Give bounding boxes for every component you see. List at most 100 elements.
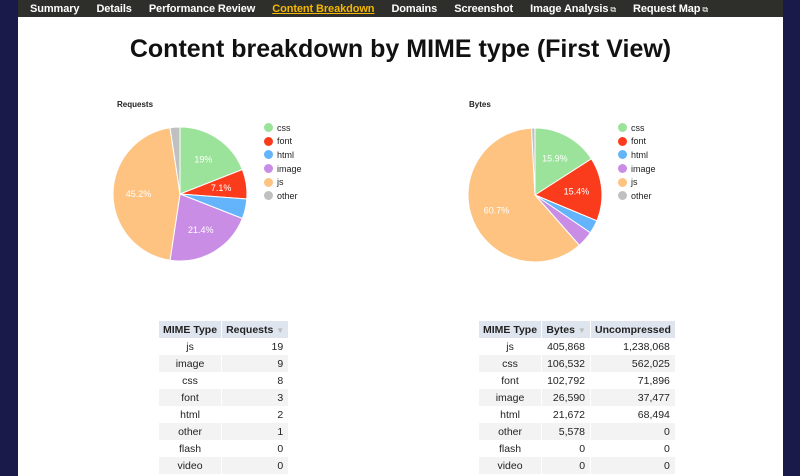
pie-slice-label: 19% xyxy=(194,155,212,165)
cell-mime-type: font xyxy=(477,372,542,389)
nav-tab-summary[interactable]: Summary xyxy=(30,3,80,15)
legend-label: js xyxy=(277,177,284,188)
legend-swatch-icon xyxy=(264,136,273,146)
nav-tab-content-breakdown[interactable]: Content Breakdown xyxy=(272,3,374,15)
nav-tab-label: Screenshot xyxy=(454,2,514,15)
cell-mime-type: html xyxy=(477,406,542,423)
table-row: js 19 xyxy=(157,338,289,355)
legend-item-js[interactable]: js xyxy=(264,175,302,189)
pie-slice-css[interactable] xyxy=(534,127,593,196)
legend-item-css[interactable]: css xyxy=(264,121,302,135)
cell-value: 0 xyxy=(541,457,591,474)
pie-slice-label: 15.9% xyxy=(542,154,568,164)
cell-mime-type: other xyxy=(157,423,222,440)
pie-slice-label: 15.4% xyxy=(564,186,590,196)
legend-label: html xyxy=(277,149,295,160)
cell-value: 0 xyxy=(590,457,675,474)
pie-slice-label: 21.4% xyxy=(188,225,214,235)
legend-item-js[interactable]: js xyxy=(618,175,656,189)
cell-mime-type: font xyxy=(157,389,222,406)
cell-value: 19 xyxy=(221,338,289,355)
cell-value: 8 xyxy=(221,372,289,389)
pie-slice-label: 60.7% xyxy=(484,206,510,216)
bytes-table: MIME Type Bytes ▼ Uncompressed js 405,868… xyxy=(477,321,675,474)
legend-item-image[interactable]: image xyxy=(264,162,302,176)
requests-chart-title: Requests xyxy=(117,100,154,109)
cell-value: 0 xyxy=(590,440,675,457)
legend-label: font xyxy=(277,136,293,147)
bytes-legend: css font html image js other xyxy=(618,121,656,203)
pie-slice-label: 45.2% xyxy=(126,189,152,199)
pie-slice-css[interactable] xyxy=(179,126,244,195)
pie-slice-font[interactable] xyxy=(533,158,603,222)
table-row: css 106,532 562,025 xyxy=(477,355,675,372)
col-header-uncompressed[interactable]: Uncompressed xyxy=(590,321,675,338)
legend-label: image xyxy=(631,163,656,174)
nav-tab-screenshot[interactable]: Screenshot xyxy=(454,3,513,15)
page-title: Content breakdown by MIME type (First Vi… xyxy=(129,35,672,63)
nav-tab-performance-review[interactable]: Performance Review xyxy=(149,3,256,15)
legend-label: other xyxy=(631,190,652,201)
pie-slice-js[interactable] xyxy=(112,127,181,261)
pie-slice-other[interactable] xyxy=(530,127,536,196)
legend-item-css[interactable]: css xyxy=(618,121,656,135)
col-header-bytes-label: Bytes xyxy=(546,323,575,336)
table-row: other 5,578 0 xyxy=(477,423,675,440)
cell-value: 0 xyxy=(221,440,289,457)
cell-value: 71,896 xyxy=(590,372,675,389)
legend-swatch-icon xyxy=(618,150,627,160)
nav-tab-request-map[interactable]: Request Map ⧉ xyxy=(633,3,708,15)
col-header-requests[interactable]: Requests ▼ xyxy=(221,321,289,338)
pie-slice-image[interactable] xyxy=(169,193,244,262)
nav-tab-details[interactable]: Details xyxy=(96,3,131,15)
col-header-bytes[interactable]: Bytes ▼ xyxy=(541,321,591,338)
cell-value: 1 xyxy=(221,423,289,440)
legend-item-html[interactable]: html xyxy=(618,148,656,162)
pie-slice-js[interactable] xyxy=(467,127,581,263)
requests-legend: css font html image js other xyxy=(264,121,302,203)
legend-label: html xyxy=(631,149,649,160)
table-row: css 8 xyxy=(157,372,289,389)
col-header-mime-type[interactable]: MIME Type xyxy=(157,321,222,338)
col-header-mime-type[interactable]: MIME Type xyxy=(477,321,542,338)
nav-tab-domains[interactable]: Domains xyxy=(391,3,437,15)
cell-value: 37,477 xyxy=(590,389,675,406)
nav-tab-image-analysis[interactable]: Image Analysis ⧉ xyxy=(530,3,616,15)
table-row: flash 0 0 xyxy=(477,440,675,457)
page-content: Summary Details Performance Review Content … xyxy=(18,0,783,476)
bytes-pie-chart: 15.9% 15.4% 60.7% xyxy=(467,127,603,263)
cell-mime-type: html xyxy=(157,406,222,423)
top-nav: Summary Details Performance Review Content … xyxy=(18,0,783,17)
legend-swatch-icon xyxy=(264,191,273,201)
legend-item-image[interactable]: image xyxy=(618,162,656,176)
nav-tab-label: Content Breakdown xyxy=(272,2,375,15)
table-row: other 1 xyxy=(157,423,289,440)
pie-slice-label: 7.1% xyxy=(211,183,232,193)
nav-tab-label: Domains xyxy=(391,2,438,15)
requests-pie-chart: 19% 7.1% 21.4% 45.2% xyxy=(112,126,248,262)
legend-swatch-icon xyxy=(618,136,627,146)
legend-item-other[interactable]: other xyxy=(264,189,302,203)
cell-value: 9 xyxy=(221,355,289,372)
col-header-requests-label: Requests xyxy=(226,323,274,336)
cell-mime-type: flash xyxy=(477,440,542,457)
table-row: video 0 0 xyxy=(477,457,675,474)
table-row: font 3 xyxy=(157,389,289,406)
pie-slice-other[interactable] xyxy=(169,126,181,195)
legend-item-font[interactable]: font xyxy=(618,135,656,149)
cell-mime-type: flash xyxy=(157,440,222,457)
cell-value: 1,238,068 xyxy=(590,338,675,355)
table-row: js 405,868 1,238,068 xyxy=(477,338,675,355)
table-row: video 0 xyxy=(157,457,289,474)
legend-swatch-icon xyxy=(618,164,627,174)
legend-swatch-icon xyxy=(264,150,273,160)
cell-value: 562,025 xyxy=(590,355,675,372)
sort-desc-icon: ▼ xyxy=(577,325,586,335)
legend-item-other[interactable]: other xyxy=(618,189,656,203)
cell-value: 2 xyxy=(221,406,289,423)
legend-item-html[interactable]: html xyxy=(264,148,302,162)
cell-mime-type: video xyxy=(477,457,542,474)
legend-label: css xyxy=(277,122,291,133)
legend-item-font[interactable]: font xyxy=(264,135,302,149)
legend-label: css xyxy=(631,122,645,133)
